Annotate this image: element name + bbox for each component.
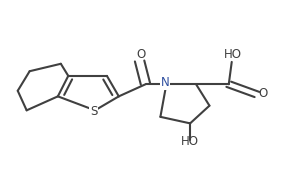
Text: O: O — [136, 48, 146, 61]
Text: S: S — [90, 105, 97, 118]
Text: HO: HO — [224, 48, 242, 61]
Text: O: O — [258, 87, 268, 100]
Text: HO: HO — [181, 135, 199, 148]
Text: N: N — [160, 76, 169, 89]
